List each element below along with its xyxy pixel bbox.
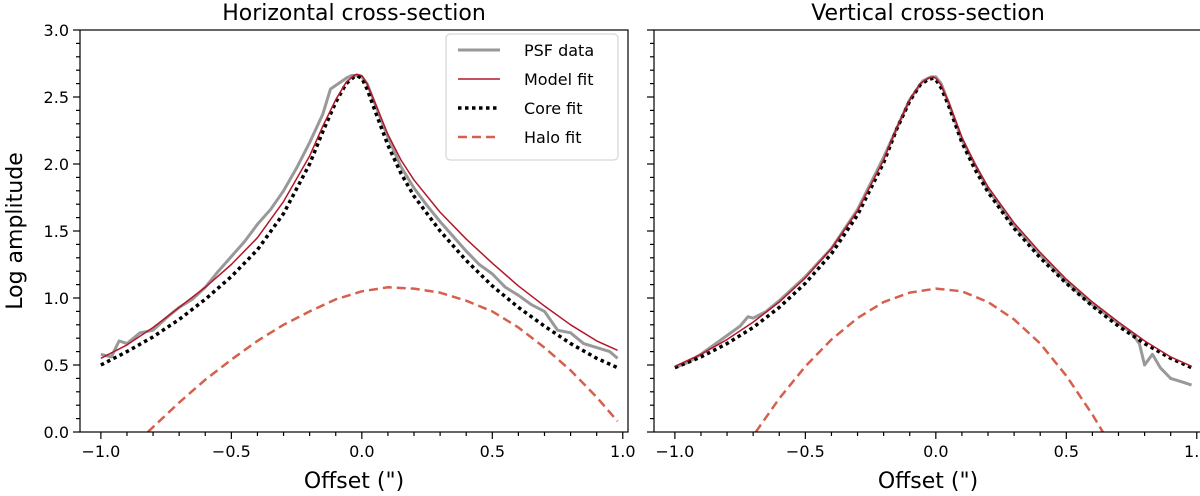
x-axis-label: Offset (") (304, 469, 404, 494)
y-tick-label: 1.0 (44, 289, 69, 308)
legend: PSF data Model fit Core fit Halo fit (445, 33, 619, 161)
y-tick-label: 2.0 (44, 155, 69, 174)
legend-box (445, 33, 619, 161)
psf-data-series-line (674, 75, 1193, 387)
y-tick-label: 1.5 (44, 222, 69, 241)
y-tick-label: 0.5 (44, 356, 69, 375)
legend-item-halo-fit: Halo fit (458, 128, 582, 147)
horizontal-cross-section-panel: Horizontal cross-section −1.0 −0.5 0.0 0.5 1… (3, 1, 636, 494)
x-tick-label: 0.0 (349, 442, 374, 461)
x-tick-label: 0.0 (923, 442, 948, 461)
core-fit-series-line (100, 73, 619, 370)
x-tick-label: 1.0 (1184, 442, 1200, 461)
y-tick-label: 2.5 (44, 88, 69, 107)
x-tick-label: 1.0 (610, 442, 635, 461)
legend-item-core-fit: Core fit (458, 99, 582, 118)
x-tick-label: −0.5 (212, 442, 251, 461)
vertical-cross-section-panel: Vertical cross-section −1.0 −0.5 0.0 0.5 1.0… (647, 1, 1200, 494)
tick-layer: −1.0 −0.5 0.0 0.5 1.0 0.0 0.5 1.0 1.5 2.0 2.5 3.0 (44, 21, 636, 461)
panel-title: Horizontal cross-section (222, 1, 486, 26)
y-axis-label: Log amplitude (3, 152, 28, 309)
x-tick-label: −0.5 (786, 442, 825, 461)
halo-fit-series-line (754, 287, 1104, 432)
panel-title: Vertical cross-section (811, 1, 1045, 26)
tick-layer: −1.0 −0.5 0.0 0.5 1.0 (647, 29, 1200, 461)
series-layer (100, 73, 619, 432)
halo-fit-series-line (146, 286, 619, 432)
psf-data-series-line (100, 74, 619, 360)
legend-label-model-fit: Model fit (524, 70, 593, 89)
series-layer (674, 75, 1193, 432)
legend-label-halo-fit: Halo fit (524, 128, 582, 147)
y-tick-label: 3.0 (44, 21, 69, 40)
plot-frame (79, 29, 629, 433)
x-axis-label: Offset (") (878, 469, 978, 494)
legend-label-psf-data: PSF data (524, 41, 594, 60)
x-tick-label: 0.5 (480, 442, 505, 461)
model-fit-series-line (100, 73, 618, 359)
plot-frame (653, 29, 1200, 433)
x-tick-label: −1.0 (655, 442, 694, 461)
core-fit-series-line (674, 76, 1193, 370)
y-tick-label: 0.0 (44, 423, 69, 442)
legend-item-psf-data: PSF data (458, 41, 594, 60)
model-fit-series-line (674, 76, 1192, 368)
legend-label-core-fit: Core fit (524, 99, 582, 118)
legend-item-model-fit: Model fit (458, 70, 593, 89)
x-tick-label: 0.5 (1054, 442, 1079, 461)
x-tick-label: −1.0 (81, 442, 120, 461)
